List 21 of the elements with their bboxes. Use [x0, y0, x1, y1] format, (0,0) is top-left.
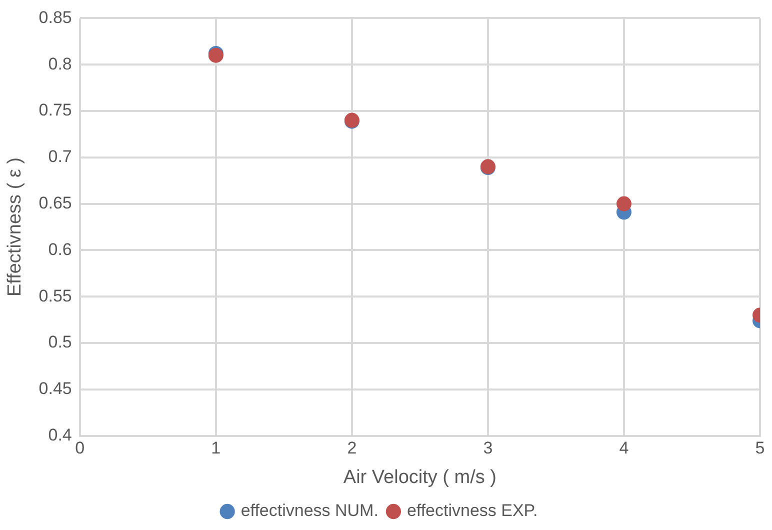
y-tick-label: 0.5 [48, 332, 72, 352]
y-tick-label: 0.85 [38, 8, 72, 27]
x-tick-label: 5 [755, 438, 765, 458]
x-tick-label: 4 [619, 438, 629, 458]
y-tick-label: 0.7 [48, 147, 72, 166]
x-tick-label: 0 [75, 438, 85, 458]
legend-label: effectivness NUM. [240, 501, 378, 520]
point [616, 196, 632, 212]
y-axis-title: Effectivness ( ε ) [4, 157, 26, 297]
x-tick-label: 1 [211, 438, 221, 458]
y-tick-label: 0.75 [38, 100, 72, 120]
y-tick-label: 0.65 [38, 193, 72, 212]
legend-label: effectivness EXP. [406, 501, 538, 520]
y-tick-label: 0.8 [48, 54, 72, 74]
y-tick-label: 0.55 [38, 286, 72, 306]
x-tick-label: 2 [347, 438, 357, 458]
x-axis-title: Air Velocity ( m/s ) [343, 466, 496, 488]
y-tick-label: 0.4 [48, 425, 72, 444]
y-tick-label: 0.45 [38, 379, 72, 398]
y-tick-label: 0.6 [48, 240, 72, 259]
x-tick-label: 3 [483, 438, 493, 458]
